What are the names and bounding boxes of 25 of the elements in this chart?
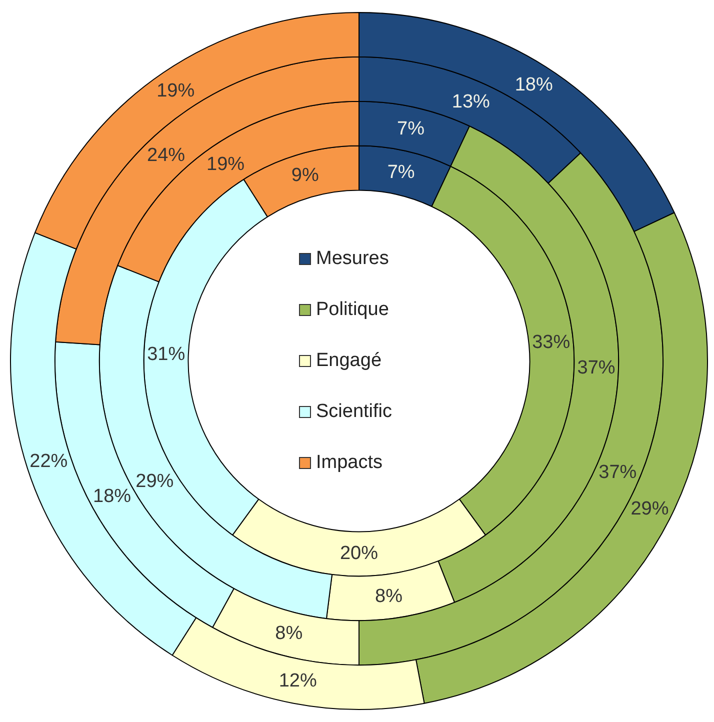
data-label: 7%: [387, 162, 415, 183]
data-label: 7%: [397, 118, 425, 140]
data-label: 22%: [30, 451, 68, 472]
data-label: 29%: [630, 498, 669, 520]
legend-label: Politique: [316, 299, 389, 320]
data-label: 19%: [206, 154, 245, 175]
data-label: 8%: [375, 586, 403, 607]
data-label: 24%: [147, 144, 186, 166]
data-label: 29%: [136, 471, 174, 492]
legend-label: Impacts: [316, 452, 383, 474]
data-label: 8%: [275, 623, 303, 644]
data-label: 19%: [156, 80, 195, 102]
data-label: 33%: [532, 332, 570, 354]
data-label: 37%: [577, 358, 616, 379]
data-label: 12%: [278, 670, 317, 692]
data-label: 31%: [147, 344, 186, 366]
data-label: 18%: [93, 486, 132, 508]
legend-label: Mesures: [316, 248, 389, 270]
data-label: 18%: [514, 74, 553, 96]
data-label: 13%: [452, 92, 490, 113]
data-label: 37%: [598, 462, 637, 484]
data-label: 9%: [291, 164, 319, 186]
legend-label: Engagé: [316, 350, 382, 372]
legend-label: Scientific: [316, 401, 392, 422]
data-label: 20%: [340, 543, 378, 564]
